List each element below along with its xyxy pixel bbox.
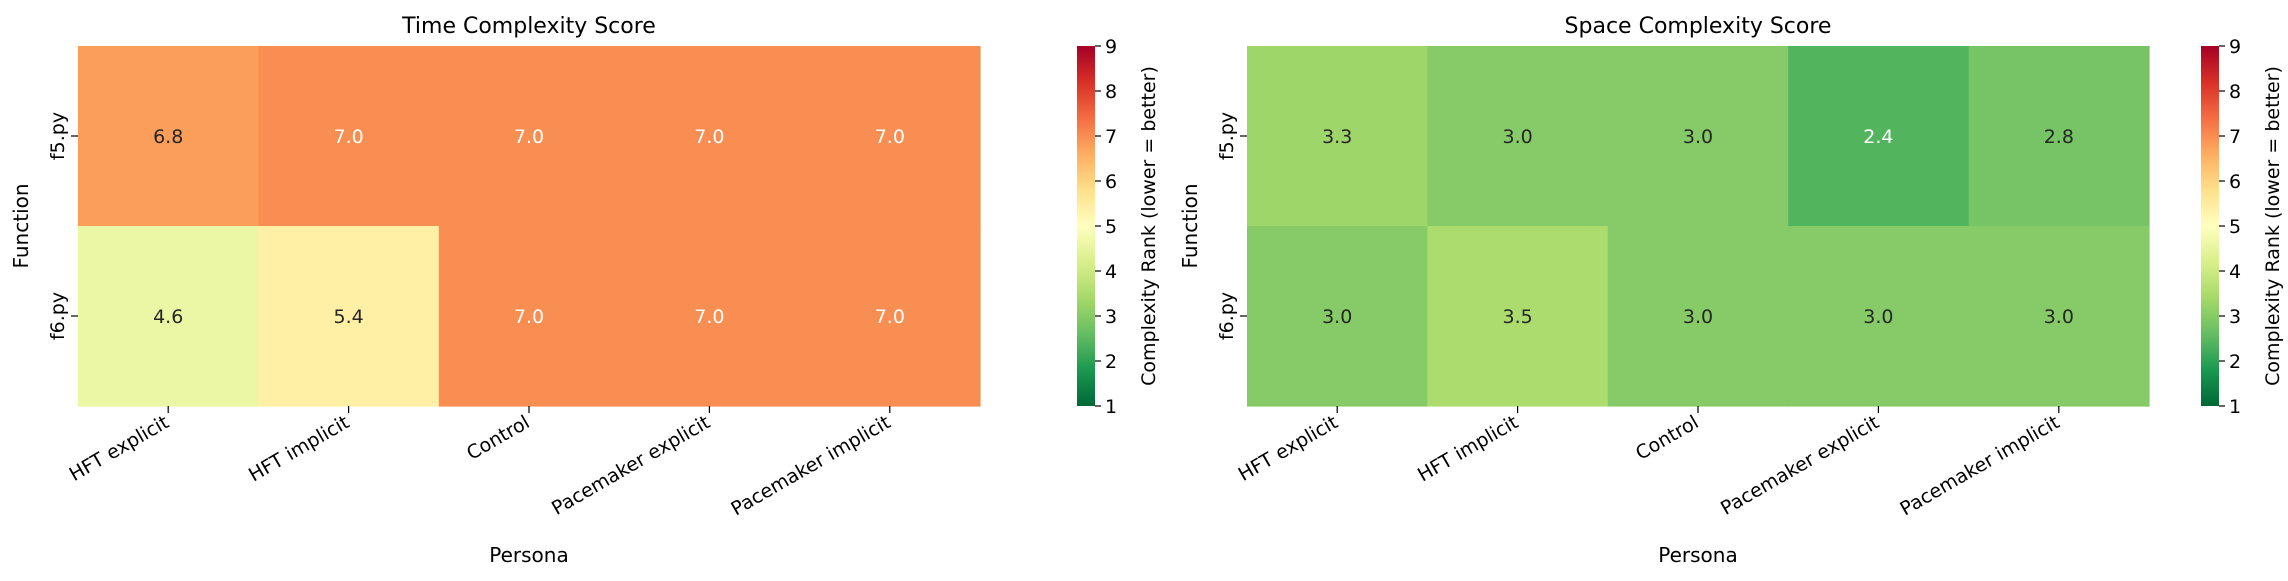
colorbar-tick-label: 7 xyxy=(1105,126,1117,148)
cell-value-label: 2.8 xyxy=(2044,126,2074,148)
x-axis-label: Persona xyxy=(489,543,568,567)
heatmap-cell xyxy=(1247,46,1428,227)
cell-value-label: 4.6 xyxy=(153,306,183,328)
colorbar-tick-label: 6 xyxy=(2229,171,2241,193)
y-tick-label: f6.py xyxy=(47,292,69,340)
colorbar-tick-label: 9 xyxy=(2229,36,2241,58)
chart-title: Space Complexity Score xyxy=(1565,14,1832,39)
colorbar-tick-label: 4 xyxy=(1105,261,1117,283)
cell-value-label: 3.0 xyxy=(1683,306,1713,328)
colorbar-tick-label: 5 xyxy=(2229,216,2241,238)
colorbar-tick-label: 6 xyxy=(1105,171,1117,193)
heatmap-cell xyxy=(1247,226,1428,407)
colorbar-tick-label: 9 xyxy=(1105,36,1117,58)
cell-value-label: 7.0 xyxy=(333,126,363,148)
cell-value-label: 5.4 xyxy=(333,306,363,328)
colorbar-tick-label: 7 xyxy=(2229,126,2241,148)
cell-value-label: 3.5 xyxy=(1502,306,1532,328)
heatmap-cell xyxy=(1968,226,2150,407)
cell-value-label: 7.0 xyxy=(514,306,544,328)
heatmap-cell xyxy=(78,46,259,227)
colorbar-tick-label: 4 xyxy=(2229,261,2241,283)
y-tick-label: f6.py xyxy=(1216,292,1238,340)
colorbar-label: Complexity Rank (lower = better) xyxy=(1138,66,1160,386)
heatmap-cell xyxy=(1427,226,1609,407)
heatmap-cell xyxy=(438,226,620,407)
colorbar-tick-label: 1 xyxy=(1105,396,1117,418)
x-tick-label: Pacemaker implicit xyxy=(727,411,894,520)
y-tick-label: f5.py xyxy=(1216,112,1238,160)
heatmap-cell xyxy=(1607,226,1789,407)
y-tick-label: f5.py xyxy=(47,112,69,160)
cell-value-label: 3.0 xyxy=(1502,126,1532,148)
heatmap-cell xyxy=(78,226,259,407)
x-tick-label: Control xyxy=(1632,411,1702,464)
heatmap-cell xyxy=(1968,46,2150,227)
cell-value-label: 7.0 xyxy=(694,306,724,328)
cell-value-label: 7.0 xyxy=(694,126,724,148)
colorbar-tick-label: 8 xyxy=(1105,81,1117,103)
x-tick-label: Control xyxy=(463,411,533,464)
heatmap-cell xyxy=(619,226,801,407)
x-tick-label: Pacemaker explicit xyxy=(1717,411,1883,519)
colorbar-tick-label: 5 xyxy=(1105,216,1117,238)
cell-value-label: 3.0 xyxy=(1322,306,1352,328)
cell-value-label: 7.0 xyxy=(875,306,905,328)
colorbar-tick-label: 2 xyxy=(2229,351,2241,373)
x-tick-label: Pacemaker implicit xyxy=(1896,411,2063,520)
colorbar xyxy=(2201,46,2219,406)
colorbar-tick-label: 8 xyxy=(2229,81,2241,103)
heatmap-cell xyxy=(1788,226,1970,407)
chart-title: Time Complexity Score xyxy=(401,14,656,39)
colorbar-tick-label: 3 xyxy=(2229,306,2241,328)
cell-value-label: 6.8 xyxy=(153,126,183,148)
colorbar xyxy=(1077,46,1095,406)
cell-value-label: 3.0 xyxy=(2044,306,2074,328)
x-tick-label: HFT explicit xyxy=(1235,411,1342,486)
cell-value-label: 3.3 xyxy=(1322,126,1352,148)
colorbar-label: Complexity Rank (lower = better) xyxy=(2262,66,2284,386)
heatmap-cell xyxy=(258,226,440,407)
colorbar-tick-label: 1 xyxy=(2229,396,2241,418)
heatmap-cell xyxy=(1788,46,1970,227)
heatmap-panel: Time Complexity Score 6.8 7.0 7.0 7.0 7.0 4.6 5… xyxy=(9,14,1160,567)
x-tick-label: HFT implicit xyxy=(1414,411,1522,486)
y-axis-label: Function xyxy=(9,183,33,268)
x-tick-label: Pacemaker explicit xyxy=(548,411,714,519)
cell-value-label: 2.4 xyxy=(1863,126,1893,148)
x-axis-label: Persona xyxy=(1658,543,1737,567)
heatmap-cell xyxy=(799,226,981,407)
heatmap-cell xyxy=(619,46,801,227)
y-axis-label: Function xyxy=(1178,183,1202,268)
heatmap-cell xyxy=(438,46,620,227)
colorbar-tick-label: 3 xyxy=(1105,306,1117,328)
cell-value-label: 7.0 xyxy=(514,126,544,148)
heatmap-cell xyxy=(1427,46,1609,227)
heatmap-panel: Space Complexity Score 3.3 3.0 3.0 2.4 2.8 3.0… xyxy=(1178,14,2284,567)
heatmap-cell xyxy=(1607,46,1789,227)
heatmap-cell xyxy=(258,46,440,227)
cell-value-label: 3.0 xyxy=(1863,306,1893,328)
heatmap-cell xyxy=(799,46,981,227)
x-tick-label: HFT explicit xyxy=(66,411,173,486)
colorbar-tick-label: 2 xyxy=(1105,351,1117,373)
x-tick-label: HFT implicit xyxy=(245,411,353,486)
cell-value-label: 3.0 xyxy=(1683,126,1713,148)
cell-value-label: 7.0 xyxy=(875,126,905,148)
